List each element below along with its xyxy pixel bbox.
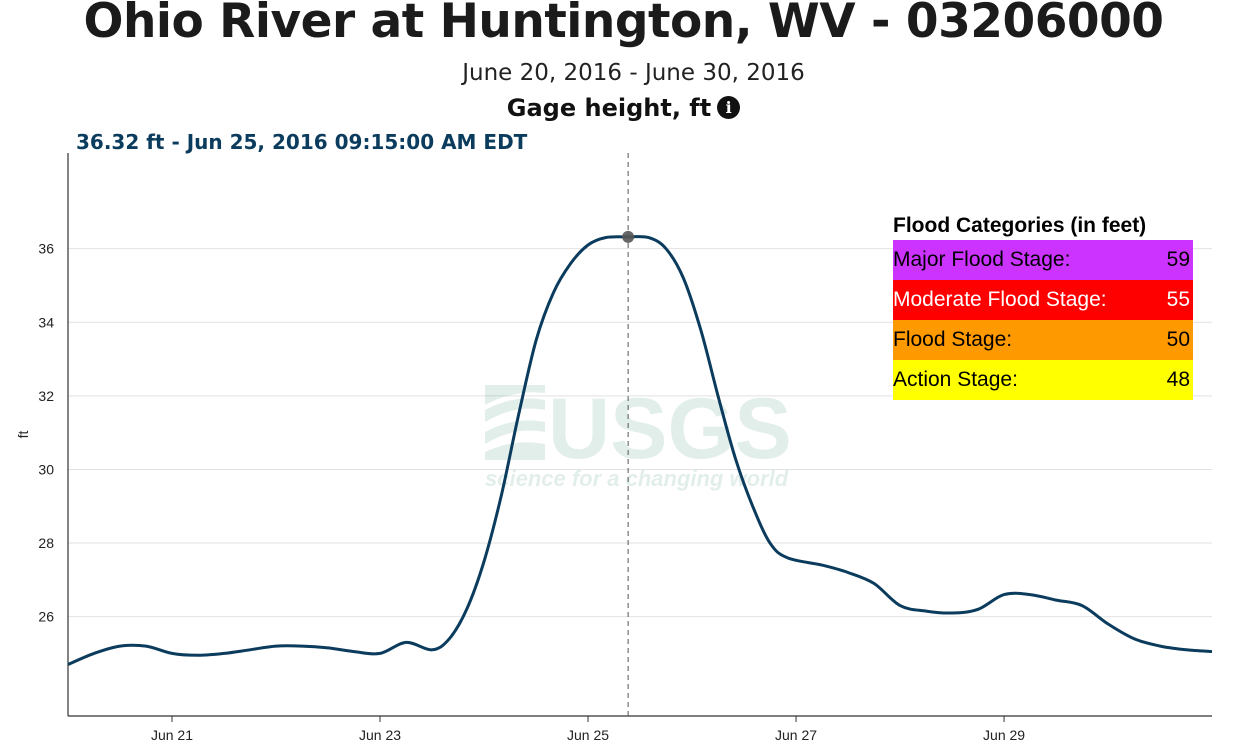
y-tick-label: 30 — [38, 461, 54, 477]
highlight-layer — [622, 153, 635, 716]
usgs-logo-text: USGS — [548, 381, 792, 477]
y-tick-label: 28 — [38, 535, 54, 551]
usgs-watermark: USGS science for a changing world — [485, 381, 792, 491]
x-tick-label: Jun 25 — [567, 727, 609, 743]
y-tick-label: 34 — [38, 314, 54, 330]
flood-categories-panel: Flood Categories (in feet) Major Flood S… — [893, 212, 1193, 400]
y-tick-label: 36 — [38, 241, 54, 257]
axes — [67, 153, 1212, 717]
hover-point-marker — [622, 230, 635, 243]
flood-stage-label: Moderate Flood Stage: — [893, 288, 1107, 311]
hover-readout: 36.32 ft - Jun 25, 2016 09:15:00 AM EDT — [76, 130, 528, 154]
parameter-heading: Gage height, ft i — [0, 94, 1247, 122]
flood-stage-label: Action Stage: — [893, 368, 1018, 391]
y-axis-label: ft — [15, 431, 31, 439]
flood-stage-row: Moderate Flood Stage: 55 — [893, 280, 1193, 320]
usgs-wave-logo — [485, 385, 545, 460]
y-tick-label: 32 — [38, 388, 54, 404]
flood-stage-value: 50 — [1166, 328, 1190, 351]
x-axis-ticks: Jun 21 Jun 23 Jun 25 Jun 27 Jun 29 — [151, 716, 1025, 743]
flood-stage-label: Flood Stage: — [893, 328, 1013, 351]
info-icon[interactable]: i — [717, 96, 741, 119]
flood-stage-label: Major Flood Stage: — [893, 248, 1071, 271]
flood-stage-row: Action Stage: 48 — [893, 360, 1193, 400]
parameter-label: Gage height, ft — [506, 94, 712, 122]
x-tick-label: Jun 27 — [775, 727, 817, 743]
flood-categories-title: Flood Categories (in feet) — [893, 212, 1193, 240]
flood-stage-value: 59 — [1166, 248, 1190, 271]
y-tick-label: 26 — [38, 609, 54, 625]
date-range-subtitle: June 20, 2016 - June 30, 2016 — [462, 60, 805, 86]
y-axis-ticks: 26 28 30 32 34 36 — [38, 241, 54, 625]
flood-stage-value: 48 — [1166, 368, 1190, 391]
x-tick-label: Jun 23 — [359, 727, 401, 743]
x-tick-label: Jun 29 — [983, 727, 1025, 743]
chart-title: Ohio River at Huntington, WV - 03206000 — [83, 0, 1164, 49]
flood-stage-row: Major Flood Stage: 59 — [893, 240, 1193, 280]
flood-stage-row: Flood Stage: 50 — [893, 320, 1193, 360]
x-tick-label: Jun 21 — [151, 727, 193, 743]
flood-stage-value: 55 — [1166, 288, 1190, 311]
